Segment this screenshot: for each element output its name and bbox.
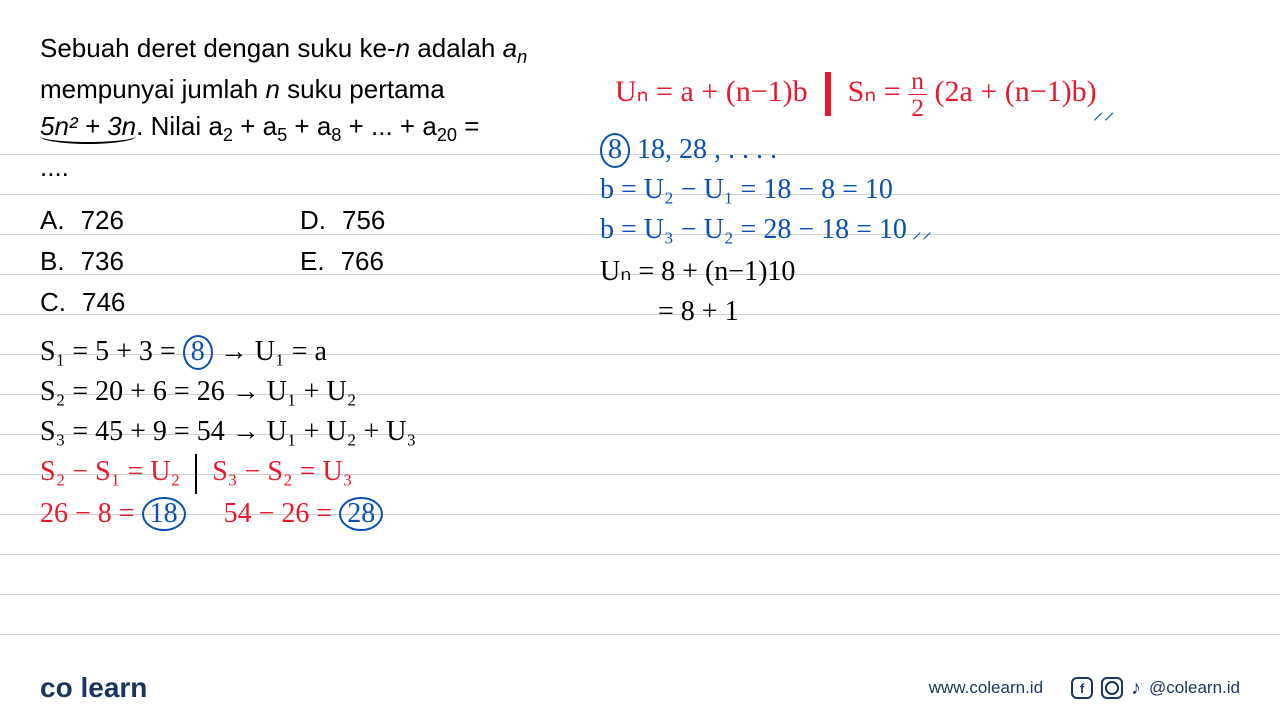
hw-un-text: Uₙ = a + (n−1)b <box>615 75 808 108</box>
q-eq: = <box>457 111 479 141</box>
hw-black-block: S₁ = 5 + 3 = 8 → U₁ = a S₂ = 20 + 6 = 26… <box>40 332 416 452</box>
checkmark-icon: ⸝⸝ <box>1093 96 1115 126</box>
q-line2-n: n <box>265 74 279 104</box>
hw-calc-row: 26 − 8 = 18 54 − 26 = 28 <box>40 494 383 534</box>
q-formula: 5n² + 3n <box>40 111 136 144</box>
hw-red-bottom: S₂ − S₁ = U₂ S₃ − S₂ = U₃ 26 − 8 = 18 54… <box>40 452 383 534</box>
hw-s3s2: S₃ − S₂ = U₃ <box>212 456 352 487</box>
hw-calc2: 54 − 26 = <box>224 498 340 529</box>
hw-s2: S₂ = 20 + 6 = 26 → U₁ + U₂ <box>40 372 416 412</box>
hw-circled-8: 8 <box>600 133 630 168</box>
hw-b2-text: b = U₃ − U₂ = 28 − 18 = 10 <box>600 214 907 245</box>
q-l3-p2: . Nilai a <box>136 111 223 141</box>
question-text: Sebuah deret dengan suku ke-n adalah an … <box>40 30 600 187</box>
q-formula-text: 5n² + 3n <box>40 111 136 141</box>
footer-url: www.colearn.id <box>929 678 1043 698</box>
footer-right: www.colearn.id f ♪ @colearn.id <box>929 677 1240 700</box>
hw-frac-bot: 2 <box>908 95 927 121</box>
hw-s3: S₃ = 45 + 9 = 54 → U₁ + U₂ + U₃ <box>40 412 416 452</box>
q-plus3: + ... + a <box>341 111 436 141</box>
q-line2-p1: mempunyai jumlah <box>40 74 265 104</box>
q-line1-n: n <box>396 33 410 63</box>
hw-s1-arrow: → U₁ = a <box>213 336 327 367</box>
q-line1-p1: Sebuah deret dengan suku ke- <box>40 33 396 63</box>
hw-circled-28: 28 <box>339 497 383 532</box>
q-line1-an-sub: n <box>517 47 527 67</box>
hw-b1: b = U₂ − U₁ = 18 − 8 = 10 <box>600 170 932 210</box>
q-plus1: + a <box>233 111 277 141</box>
q-sub5: 5 <box>277 125 287 145</box>
divider-icon <box>195 454 197 494</box>
hw-b2: b = U₃ − U₂ = 28 − 18 = 10 ⸝⸝ <box>600 210 932 252</box>
colearn-logo: co learn <box>40 672 147 704</box>
hw-s2s1: S₂ − S₁ = U₂ <box>40 456 180 487</box>
instagram-icon <box>1101 677 1123 699</box>
hw-calc1: 26 − 8 = <box>40 498 142 529</box>
checkmark-icon: ⸝⸝ <box>907 221 932 243</box>
q-sub2: 2 <box>223 125 233 145</box>
hw-seq-line: 8 18, 28 , . . . . <box>600 130 932 170</box>
hw-seq-rest: 18, 28 , . . . . <box>630 134 777 165</box>
hw-sn-right: (2a + (n−1)b) <box>927 75 1097 108</box>
hw-s1: S₁ = 5 + 3 = 8 → U₁ = a <box>40 332 416 372</box>
hw-s1-text: S₁ = 5 + 3 = <box>40 336 183 367</box>
hw-sn-left: Sₙ = <box>848 75 909 108</box>
q-sub20: 20 <box>437 125 457 145</box>
hw-un-formula: Uₙ = a + (n−1)b Sₙ = n2 (2a + (n−1)b) ⸝⸝ <box>615 68 1097 120</box>
q-line1-an: a <box>503 33 517 63</box>
q-line2-p2: suku pertama <box>280 74 445 104</box>
footer-handle: @colearn.id <box>1149 678 1240 698</box>
hw-circled-18: 18 <box>142 497 186 532</box>
tiktok-icon: ♪ <box>1131 677 1141 700</box>
hw-sn-frac: n2 <box>908 68 927 120</box>
double-bar-icon <box>825 72 831 116</box>
hw-un-expr2: = 8 + 1 <box>600 292 932 332</box>
hw-diff-row: S₂ − S₁ = U₂ S₃ − S₂ = U₃ <box>40 452 383 494</box>
logo-co: co <box>40 672 73 703</box>
q-dots: .... <box>40 152 69 182</box>
hw-circled-s1-8: 8 <box>183 335 213 370</box>
q-plus2: + a <box>287 111 331 141</box>
footer-socials: f ♪ @colearn.id <box>1071 677 1240 700</box>
q-sub8: 8 <box>331 125 341 145</box>
logo-learn: learn <box>80 672 147 703</box>
hw-blue-block: 8 18, 28 , . . . . b = U₂ − U₁ = 18 − 8 … <box>600 130 932 332</box>
q-line1-p2: adalah <box>410 33 503 63</box>
hw-un-expr: Uₙ = 8 + (n−1)10 <box>600 252 932 292</box>
facebook-icon: f <box>1071 677 1093 699</box>
footer: co learn www.colearn.id f ♪ @colearn.id <box>0 656 1280 720</box>
hw-frac-top: n <box>908 68 927 95</box>
